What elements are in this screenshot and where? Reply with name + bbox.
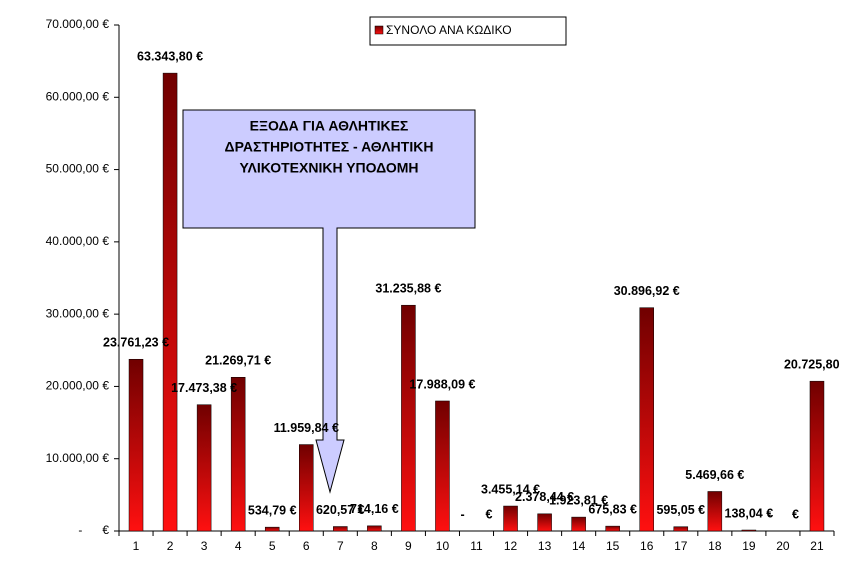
bar [571, 516, 586, 532]
x-tick-label: 3 [201, 539, 208, 553]
data-label: 20.725,80 € [784, 357, 841, 371]
data-label: 31.235,88 € [375, 282, 441, 296]
data-label: 30.896,92 € [614, 284, 680, 298]
x-tick-label: 21 [810, 539, 824, 553]
annotation: ΥΛΙΚΟΤΕΧΝΙΚΗ ΥΠΟΔΟΜΗ [239, 160, 418, 176]
legend-label: ΣΥΝΟΛΟ ΑΝΑ ΚΩΔΙΚΟ [386, 23, 512, 37]
data-label: 138,04 € [725, 506, 774, 520]
data-label: - € [767, 507, 799, 521]
bar [333, 526, 348, 532]
x-tick-label: 19 [742, 539, 756, 553]
bar [537, 513, 552, 532]
x-tick-label: 20 [776, 539, 790, 553]
x-tick-label: 1 [133, 539, 140, 553]
y-tick-label: 70.000,00 € [46, 17, 110, 31]
bar [639, 307, 654, 532]
bar [809, 380, 825, 532]
y-tick-label: - € [78, 523, 109, 537]
x-tick-label: 14 [572, 539, 586, 553]
x-tick-label: 8 [371, 539, 378, 553]
x-tick-label: 12 [504, 539, 518, 553]
data-label: 17.473,38 € [171, 381, 237, 395]
bar [673, 526, 689, 532]
bar [128, 358, 144, 532]
data-label: - € [461, 507, 493, 521]
data-label: 11.959,84 € [274, 421, 339, 435]
bar [196, 404, 212, 532]
x-tick-label: 5 [269, 539, 276, 553]
bar [264, 526, 280, 532]
data-label: 534,79 € [248, 503, 297, 517]
x-tick-label: 9 [405, 539, 412, 553]
data-label: 63.343,80 € [137, 49, 203, 63]
y-tick-label: 20.000,00 € [46, 379, 110, 393]
x-tick-label: 10 [436, 539, 450, 553]
y-tick-label: 60.000,00 € [46, 89, 110, 103]
x-tick-label: 15 [606, 539, 620, 553]
x-tick-label: 6 [303, 539, 310, 553]
data-label: 675,83 € [588, 502, 637, 516]
bar [401, 304, 416, 532]
y-tick-label: 10.000,00 € [46, 451, 110, 465]
plot: - € 10.000,00 € 20.000,00 € 30.000,00 € 40.0… [46, 17, 835, 553]
annotation: ΔΡΑΣΤΗΡΙΟΤΗΤΕΣ - ΑΘΛΗΤΙΚΗ [225, 139, 434, 155]
bar [503, 505, 518, 532]
data-label: 21.269,71 € [205, 354, 271, 368]
y-tick-label: 40.000,00 € [46, 234, 110, 248]
y-tick-label: 30.000,00 € [46, 306, 110, 320]
x-tick-label: 2 [167, 539, 174, 553]
bar [162, 72, 178, 532]
data-label: 714,16 € [350, 502, 399, 516]
data-label: 23.761,23 € [103, 336, 169, 350]
data-label: 3.455,14 € [481, 482, 540, 496]
annotation: ΕΞΟΔΑ ΓΙΑ ΑΘΛΗΤΙΚΕΣ [250, 118, 409, 134]
data-label: 595,05 € [656, 503, 705, 517]
bar [707, 491, 723, 532]
x-tick-label: 17 [674, 539, 688, 553]
x-tick-label: 7 [337, 539, 344, 553]
legend-swatch [374, 25, 384, 35]
data-label: 2.378,44 € [515, 490, 574, 504]
bar [367, 525, 382, 532]
x-tick-label: 4 [235, 539, 242, 553]
bar [230, 377, 246, 532]
x-tick-label: 11 [470, 539, 483, 553]
bar [435, 400, 450, 532]
data-label: 620,57 € [316, 503, 365, 517]
y-tick-label: 50.000,00 € [46, 162, 110, 176]
data-label: 1.923,81 € [549, 493, 608, 507]
x-tick-label: 18 [708, 539, 722, 553]
data-label: 17.988,09 € [409, 377, 475, 391]
data-label: 5.469,66 € [685, 468, 744, 482]
callout [182, 109, 476, 494]
bar [605, 525, 620, 532]
x-tick-label: 16 [640, 539, 654, 553]
bar [299, 444, 314, 532]
legend [369, 16, 567, 46]
x-tick-label: 13 [538, 539, 552, 553]
bar [741, 529, 757, 532]
